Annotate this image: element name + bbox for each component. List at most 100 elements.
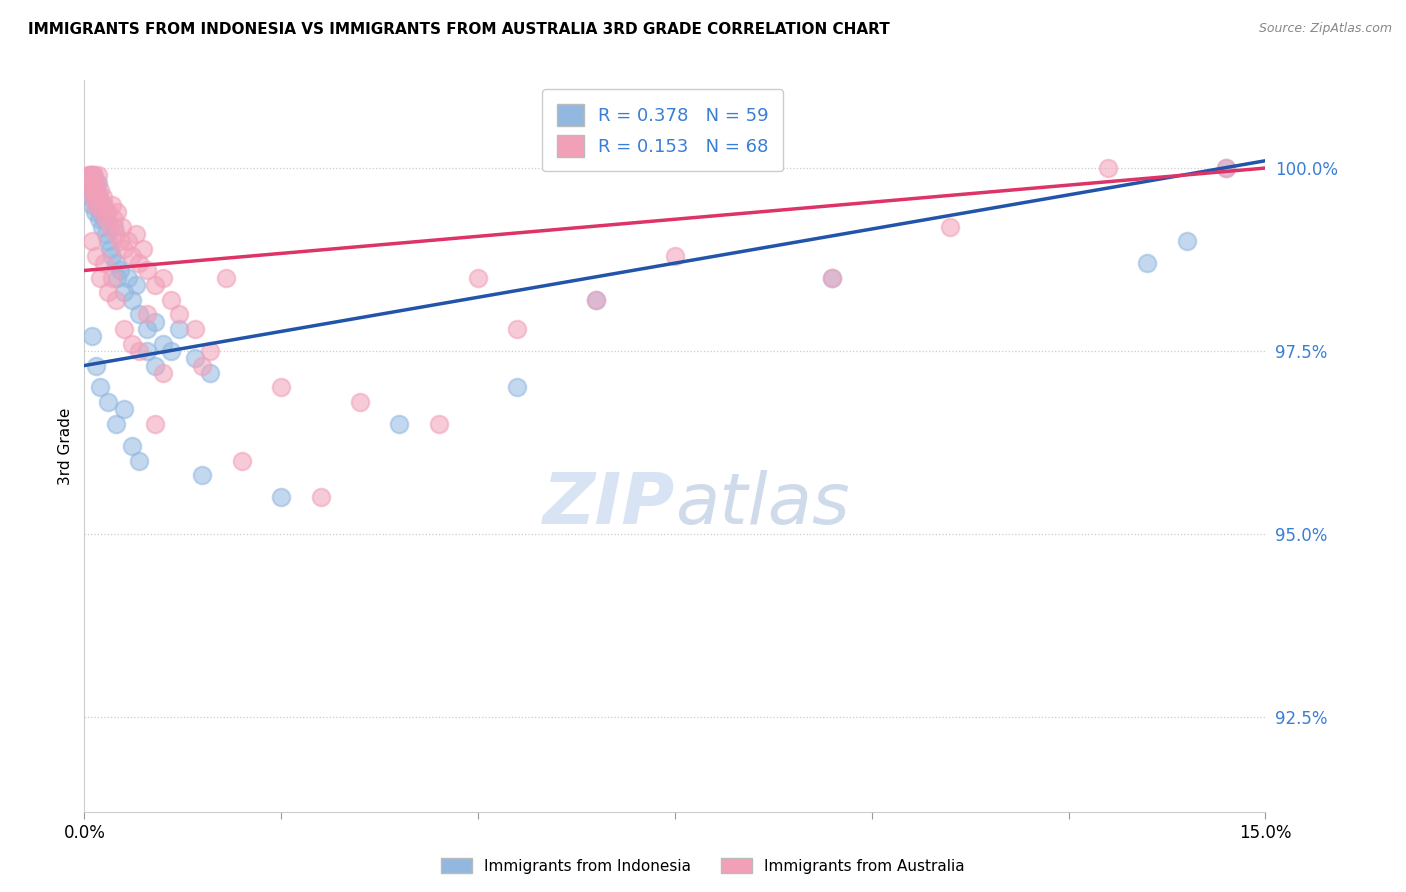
Point: [104, 293, 127, 307]
Point: [1175, 234, 1198, 248]
Point: [183, 322, 205, 336]
Point: [107, 270, 129, 285]
Point: [200, 343, 222, 358]
Point: [1215, 161, 1237, 175]
Point: [112, 242, 135, 256]
Point: [84, 249, 107, 263]
Point: [309, 490, 332, 504]
Point: [270, 380, 292, 394]
Y-axis label: 3rd Grade: 3rd Grade: [58, 408, 73, 484]
Point: [128, 453, 150, 467]
Point: [82, 234, 104, 248]
Point: [160, 343, 183, 358]
Point: [83, 183, 105, 197]
Point: [132, 242, 155, 256]
Point: [94, 212, 117, 227]
Point: [108, 234, 131, 248]
Point: [97, 205, 120, 219]
Legend: R = 0.378   N = 59, R = 0.153   N = 68: R = 0.378 N = 59, R = 0.153 N = 68: [543, 89, 783, 171]
Point: [215, 270, 238, 285]
Point: [101, 270, 124, 285]
Point: [1097, 161, 1119, 175]
Point: [506, 322, 529, 336]
Point: [86, 190, 108, 204]
Point: [87, 169, 110, 183]
Point: [664, 249, 686, 263]
Point: [349, 395, 371, 409]
Point: [143, 359, 166, 373]
Point: [83, 176, 105, 190]
Legend: Immigrants from Indonesia, Immigrants from Australia: Immigrants from Indonesia, Immigrants fr…: [434, 852, 972, 880]
Point: [136, 322, 159, 336]
Point: [136, 343, 159, 358]
Point: [98, 219, 121, 234]
Point: [200, 366, 222, 380]
Point: [82, 176, 104, 190]
Point: [124, 278, 146, 293]
Point: [104, 417, 127, 431]
Point: [84, 359, 107, 373]
Point: [121, 249, 143, 263]
Point: [136, 263, 159, 277]
Point: [94, 227, 117, 241]
Point: [89, 190, 111, 204]
Point: [97, 285, 120, 300]
Point: [1136, 256, 1159, 270]
Point: [80, 169, 103, 183]
Point: [89, 270, 111, 285]
Point: [152, 336, 174, 351]
Point: [585, 293, 607, 307]
Point: [112, 322, 135, 336]
Point: [939, 219, 962, 234]
Point: [101, 249, 124, 263]
Point: [103, 219, 125, 234]
Point: [89, 380, 111, 394]
Point: [82, 176, 104, 190]
Point: [103, 212, 125, 227]
Point: [121, 336, 143, 351]
Point: [79, 190, 101, 204]
Point: [93, 197, 115, 211]
Point: [77, 176, 100, 190]
Point: [83, 190, 105, 204]
Point: [112, 285, 135, 300]
Point: [121, 439, 143, 453]
Point: [79, 169, 101, 183]
Point: [270, 490, 292, 504]
Point: [117, 234, 139, 248]
Point: [167, 307, 190, 321]
Point: [152, 366, 174, 380]
Point: [93, 256, 115, 270]
Point: [121, 293, 143, 307]
Point: [143, 278, 166, 293]
Point: [128, 343, 150, 358]
Text: IMMIGRANTS FROM INDONESIA VS IMMIGRANTS FROM AUSTRALIA 3RD GRADE CORRELATION CHA: IMMIGRANTS FROM INDONESIA VS IMMIGRANTS …: [28, 22, 890, 37]
Point: [191, 359, 214, 373]
Point: [79, 169, 101, 183]
Point: [124, 227, 146, 241]
Point: [112, 402, 135, 417]
Point: [76, 169, 98, 183]
Point: [91, 219, 114, 234]
Text: Source: ZipAtlas.com: Source: ZipAtlas.com: [1258, 22, 1392, 36]
Point: [107, 205, 129, 219]
Point: [87, 197, 110, 211]
Point: [821, 270, 844, 285]
Point: [231, 453, 253, 467]
Point: [108, 263, 131, 277]
Point: [388, 417, 411, 431]
Point: [191, 468, 214, 483]
Point: [84, 183, 107, 197]
Point: [90, 197, 112, 211]
Point: [585, 293, 607, 307]
Point: [82, 169, 104, 183]
Point: [128, 307, 150, 321]
Point: [89, 205, 111, 219]
Point: [79, 183, 101, 197]
Point: [77, 176, 100, 190]
Point: [97, 234, 120, 248]
Point: [91, 190, 114, 204]
Point: [111, 219, 134, 234]
Point: [128, 256, 150, 270]
Point: [167, 322, 190, 336]
